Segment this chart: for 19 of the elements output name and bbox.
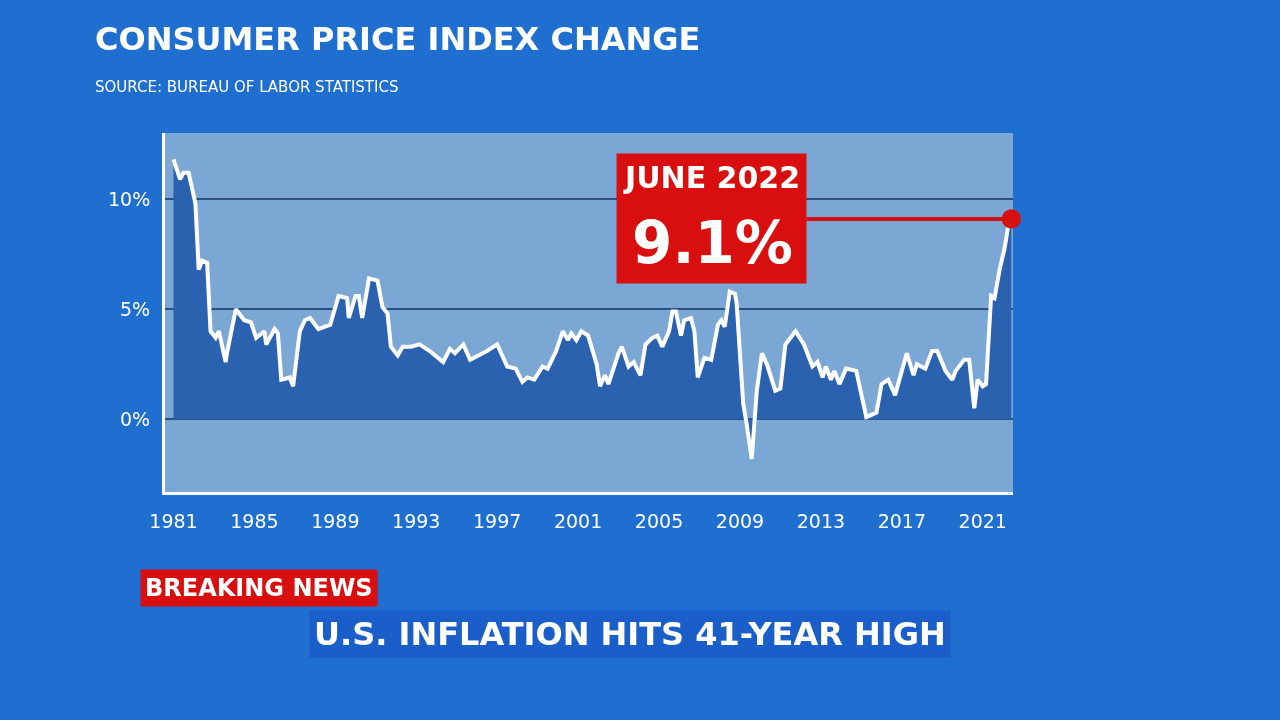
text: U.S. INFLATION HITS 41-YEAR HIGH — [314, 615, 946, 653]
x-tick-label: 2021 — [958, 509, 1007, 532]
y-tick-label: 10% — [107, 187, 151, 210]
annotation: JUNE 2022 9.1% — [623, 160, 801, 278]
text: BREAKING NEWS — [145, 574, 373, 602]
x-tick-label: 2009 — [715, 509, 765, 532]
x-tick-label: 1997 — [473, 509, 522, 532]
y-tick-label: 5% — [120, 297, 151, 320]
x-tick-label: 1981 — [149, 509, 198, 532]
chart-subtitle: SOURCE: BUREAU OF LABOR STATISTICS — [95, 77, 399, 96]
x-tick-label: 2017 — [877, 509, 927, 532]
chart-title: CONSUMER PRICE INDEX CHANGE — [95, 20, 701, 58]
x-tick-label: 1985 — [230, 509, 279, 532]
x-tick-label: 2005 — [634, 509, 684, 532]
y-tick-label: 0% — [120, 407, 151, 430]
x-tick-label: 2013 — [796, 509, 846, 532]
x-tick-label: 1993 — [392, 509, 441, 532]
x-tick-label: 2001 — [553, 509, 603, 532]
x-tick-label: 1989 — [311, 509, 360, 532]
